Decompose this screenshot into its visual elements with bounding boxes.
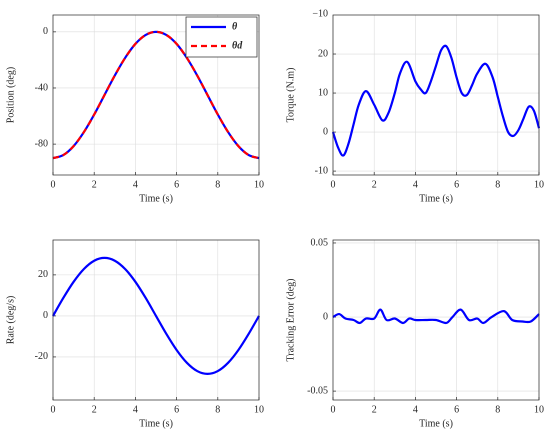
data-line (331, 44, 541, 157)
x-tick-label: 6 (174, 179, 179, 190)
legend-box (185, 16, 258, 58)
y-tick-label: -20 (35, 351, 48, 362)
axis-exponent: −10 (312, 8, 328, 19)
y-tick-label: 0 (323, 126, 328, 137)
x-tick-label: 4 (413, 179, 418, 190)
y-tick-label: 10 (318, 87, 328, 98)
x-tick-label: 2 (92, 179, 97, 190)
y-tick-label: -80 (35, 138, 48, 149)
y-tick-label: -40 (35, 82, 48, 93)
y-axis-label: Rate (deg/s) (5, 296, 16, 345)
x-axis-label: Time (s) (139, 193, 173, 204)
x-tick-label: 10 (534, 179, 544, 190)
x-tick-label: 8 (495, 404, 500, 415)
axes-frame (332, 239, 540, 401)
x-tick-label: 0 (51, 179, 56, 190)
y-tick-label: 0.05 (311, 237, 329, 248)
x-tick-label: 0 (331, 179, 336, 190)
y-tick-label: 20 (318, 48, 328, 59)
y-tick-label: -10 (315, 165, 328, 176)
y-axis-label: Tracking Error (deg) (285, 279, 296, 362)
data-line (52, 256, 260, 375)
y-axis-label: Torque (N.m) (285, 68, 296, 123)
y-tick-label: 0 (43, 310, 48, 321)
legend-label: θd (232, 40, 243, 51)
x-tick-label: 0 (51, 404, 56, 415)
axes-frame (332, 14, 540, 176)
x-tick-label: 6 (454, 404, 459, 415)
y-tick-label: 20 (38, 269, 48, 280)
x-tick-label: 8 (215, 179, 220, 190)
y-tick-label: -0.05 (307, 385, 328, 396)
x-tick-label: 10 (254, 404, 264, 415)
x-tick-label: 10 (254, 179, 264, 190)
axes-frame (52, 14, 260, 176)
x-axis-label: Time (s) (419, 193, 453, 204)
data-line (52, 30, 260, 160)
x-tick-label: 2 (372, 179, 377, 190)
legend-label: θ (232, 21, 238, 32)
x-tick-label: 4 (413, 404, 418, 415)
x-tick-label: 8 (495, 179, 500, 190)
y-tick-label: 0 (323, 311, 328, 322)
y-axis-label: Position (deg) (5, 67, 16, 123)
x-tick-label: 4 (133, 179, 138, 190)
x-tick-label: 0 (331, 404, 336, 415)
axes-frame (52, 239, 260, 401)
y-tick-label: 0 (43, 26, 48, 37)
x-tick-label: 10 (534, 404, 544, 415)
data-line (332, 308, 540, 325)
x-tick-label: 2 (372, 404, 377, 415)
x-axis-label: Time (s) (139, 418, 173, 429)
x-tick-label: 2 (92, 404, 97, 415)
x-tick-label: 6 (454, 179, 459, 190)
x-tick-label: 4 (133, 404, 138, 415)
x-tick-label: 8 (215, 404, 220, 415)
x-axis-label: Time (s) (419, 418, 453, 429)
x-tick-label: 6 (174, 404, 179, 415)
